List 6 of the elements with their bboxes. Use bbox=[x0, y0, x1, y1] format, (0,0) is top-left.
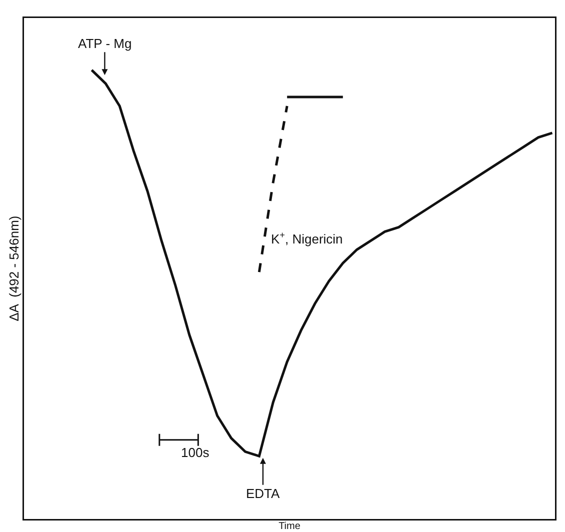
y-axis-title: ΔA (492 - 546nm) bbox=[6, 216, 22, 322]
annotation: EDTA bbox=[246, 486, 280, 501]
x-axis-title: Time bbox=[278, 521, 301, 532]
annotation: 100s bbox=[181, 445, 210, 460]
annotation: K$^{+}$, Nigericin bbox=[271, 230, 343, 246]
text: ATP - Mg bbox=[78, 36, 132, 51]
